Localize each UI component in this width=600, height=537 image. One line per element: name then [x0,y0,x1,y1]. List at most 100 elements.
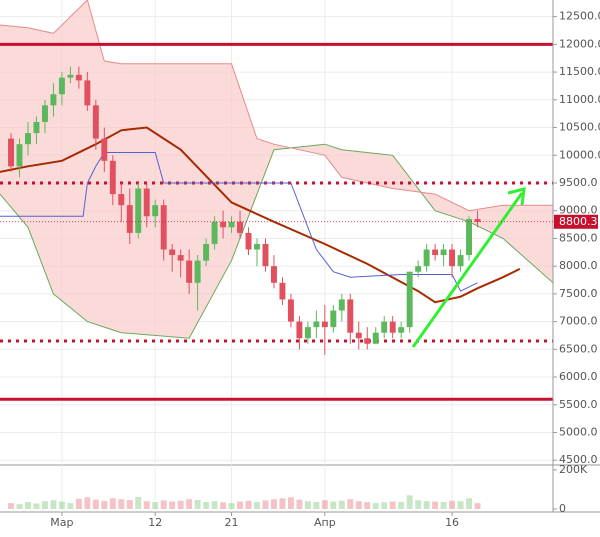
volume-bar [372,503,379,509]
candle-body [75,74,82,81]
volume-bar [270,499,277,509]
volume-bar [254,501,260,509]
volume-bar [75,498,82,509]
y-tick-label: 11000.0 [559,93,600,106]
volume-bar [381,502,388,509]
volume-bar [262,500,269,509]
candle-body [381,321,388,333]
y-tick-label: 11500.0 [559,65,600,78]
candle-body [432,249,439,256]
x-tick-label: Мар [50,516,73,529]
volume-bar [84,497,91,509]
volume-bar [41,501,48,509]
volume-bar [330,501,337,509]
candle-body [194,260,201,283]
candle-body [177,255,184,261]
candle-body [364,338,371,344]
candle-body [440,249,447,256]
candle-body [457,255,464,267]
volume-bar [279,498,286,509]
y-tick-label: 5000.0 [559,426,598,439]
volume-bar [8,503,14,509]
volume-bar [177,500,184,509]
volume-bar [228,503,235,509]
volume-bar [58,501,65,509]
volume-bar [203,501,210,509]
candle-body [41,105,48,122]
volume-bar [16,504,23,509]
candle-body [58,77,65,95]
candle-body [398,327,405,333]
candle-body [296,321,303,339]
y-tick-label: 6000.0 [559,370,598,383]
trend-arrow [411,187,526,348]
candle-body [169,249,176,256]
candle-body [135,188,142,233]
candle-body [109,160,116,195]
candle-body [304,327,311,339]
volume-bar [466,498,473,509]
candle-body [449,249,456,267]
volume-bar [143,501,150,509]
candle-body [186,260,193,283]
volume-bar [169,501,176,509]
volume-bar [440,501,447,509]
candle-body [347,299,354,333]
volume-bar [33,503,40,509]
volume-bar [364,502,371,509]
y-tick-label: 10000.0 [559,148,600,161]
volume-bar [406,495,413,509]
volume-bar [296,499,303,509]
candle-body [338,299,345,311]
candle-body [92,105,99,139]
y-tick-label: 4500.0 [559,453,598,466]
y-tick-label: 8000.0 [559,259,598,272]
volume-bar [109,498,116,509]
volume-bar [25,502,31,509]
volume-bar [152,502,159,509]
candle-body [160,205,167,250]
cloud-span-a [0,143,553,339]
x-tick-label: 16 [445,516,459,529]
candle-body [16,144,23,167]
candle-body [270,266,277,283]
candle-body [423,249,430,267]
volume-bar [457,501,464,509]
candle-body [126,205,133,233]
volume-bar [50,500,57,509]
candle-body [313,321,320,328]
volume-bar [304,501,311,509]
y-tick-label: 12500.0 [559,10,600,23]
volume-bar [186,499,193,509]
candle-body [203,243,210,261]
cloud-span-b [0,0,553,212]
candle-body [355,332,362,339]
cloud-fill [0,0,553,339]
volume-bar [220,502,227,509]
candle-body [220,221,227,228]
candle-body [321,321,328,328]
candle-body [211,221,218,244]
arrow-shaft [411,192,524,348]
volume-bar [67,503,74,509]
candle-body [279,282,286,300]
y-tick-label: 9000.0 [559,204,598,217]
candle-body [474,219,481,222]
candle-body [415,266,422,272]
x-tick-label: Апр [314,516,336,529]
candle-body [50,94,57,106]
candle-body [330,310,337,328]
volume-bar [126,500,133,509]
candle-body [262,243,269,267]
candle-body [237,221,243,233]
volume-bar [474,503,481,509]
x-tick-label: 12 [148,516,162,529]
candle-body [152,205,159,217]
volume-bar [398,501,405,509]
candle-body [67,74,74,78]
candle-body [33,121,40,134]
candle-body [8,138,14,167]
volume-bar [338,500,345,509]
volume-tick-label: 0 [559,502,566,515]
